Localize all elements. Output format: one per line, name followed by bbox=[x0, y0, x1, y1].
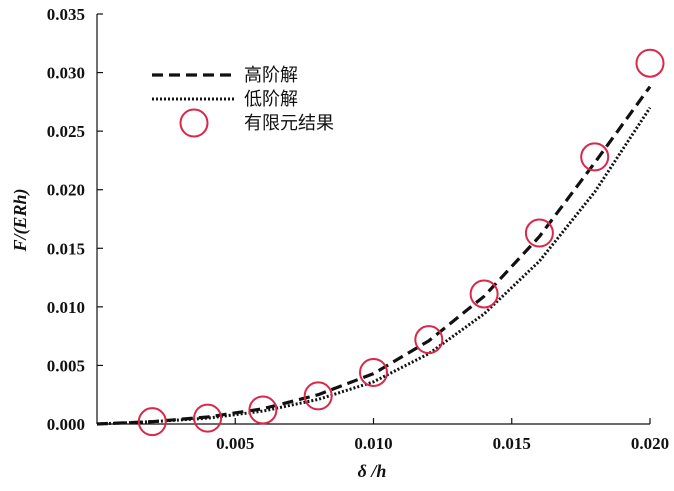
legend-label: 有限元结果 bbox=[244, 113, 334, 134]
series-line-low-order bbox=[96, 106, 652, 426]
data-point-fem bbox=[524, 218, 554, 248]
data-point-fem bbox=[414, 325, 444, 355]
data-point-fem bbox=[469, 279, 499, 309]
y-tick-label: 0.025 bbox=[47, 122, 85, 141]
data-point-fem bbox=[303, 381, 333, 411]
y-tick-label: 0.020 bbox=[47, 181, 85, 200]
y-tick-label: 0.000 bbox=[47, 415, 85, 434]
x-axis-label: δ /h bbox=[358, 461, 387, 481]
legend-label: 高阶解 bbox=[244, 65, 298, 86]
data-point-fem bbox=[580, 142, 610, 172]
x-tick-label: 0.005 bbox=[216, 434, 254, 453]
x-tick-label: 0.020 bbox=[631, 434, 669, 453]
plot-area bbox=[96, 48, 665, 437]
x-tick-label: 0.015 bbox=[493, 434, 531, 453]
series-line-high-order bbox=[96, 85, 652, 426]
legend-label: 低阶解 bbox=[244, 89, 298, 110]
axes: 0.000 0.005 0.010 0.015 0.020 0.025 0.030 0.035… bbox=[47, 5, 669, 453]
data-point-fem bbox=[635, 48, 665, 78]
y-tick-label: 0.005 bbox=[47, 356, 85, 375]
data-point-fem bbox=[193, 403, 223, 433]
y-tick-label: 0.030 bbox=[47, 64, 85, 83]
data-point-fem bbox=[359, 357, 388, 387]
legend-marker-fem bbox=[179, 108, 209, 138]
data-point-fem bbox=[137, 407, 167, 437]
x-tick-label: 0.010 bbox=[354, 434, 392, 453]
y-tick-label: 0.035 bbox=[47, 5, 85, 24]
y-axis-label: F/(ERh) bbox=[10, 188, 31, 252]
data-point-fem bbox=[248, 395, 278, 425]
y-tick-label: 0.010 bbox=[47, 298, 85, 317]
y-tick-label: 0.015 bbox=[47, 239, 85, 258]
